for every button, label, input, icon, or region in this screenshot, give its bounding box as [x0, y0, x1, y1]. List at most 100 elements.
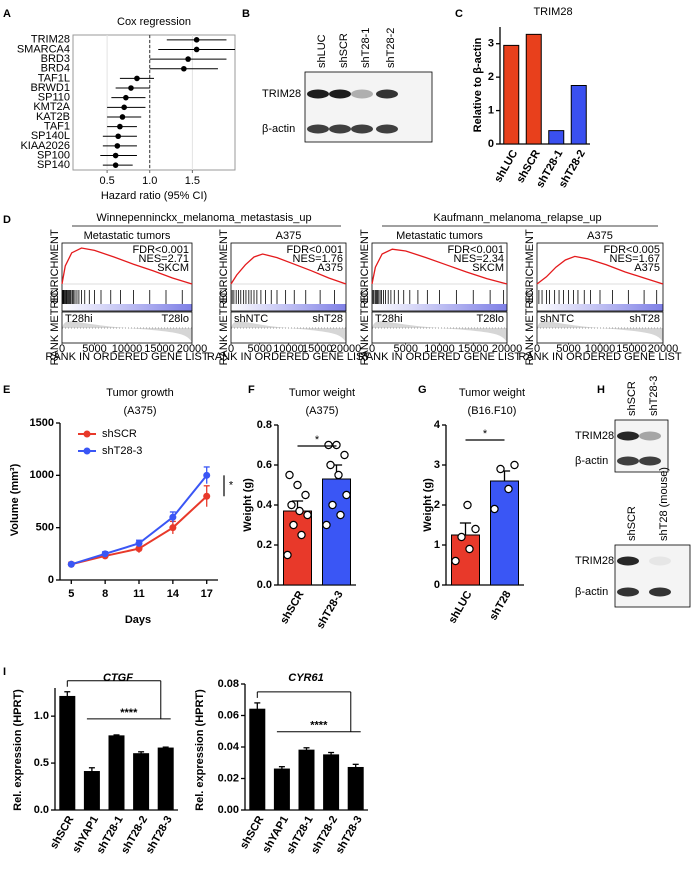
- legend-label: shT28-3: [102, 445, 142, 457]
- gradient-bar: [537, 304, 663, 311]
- series-point: [135, 545, 143, 553]
- lane-label: shSCR: [626, 506, 638, 541]
- category-label: KIAA2026: [20, 140, 70, 152]
- data-point: [285, 470, 294, 480]
- blot-band: [649, 587, 671, 597]
- panel-letter: D: [3, 214, 11, 226]
- phenotype-label: T28hi: [375, 313, 403, 325]
- x-tick-label: 5: [68, 588, 74, 600]
- y-tick-label: 3: [488, 38, 494, 50]
- statistic: SKCM: [157, 262, 189, 274]
- gradient-bar: [372, 304, 507, 311]
- y-axis-label: Weight (g): [242, 478, 254, 532]
- blot-band: [351, 124, 373, 134]
- series-point: [135, 539, 143, 547]
- panel-letter: I: [3, 666, 6, 678]
- chart-subtitle: (A375): [305, 405, 338, 417]
- statistic: FDR<0.001: [447, 244, 504, 256]
- x-tick-label: 14: [167, 588, 180, 600]
- significance-label: *: [229, 480, 234, 492]
- chart-title: CYR61: [288, 672, 323, 684]
- chart-title: Tumor weight: [459, 387, 525, 399]
- blot-band: [639, 456, 661, 466]
- x-tick-label: 0.5: [99, 175, 114, 187]
- plot-frame: [72, 34, 236, 171]
- chart-subtitle: A375: [587, 230, 613, 242]
- x-tick-label: 15000: [616, 343, 647, 355]
- blot-band: [307, 89, 329, 99]
- data-point: [334, 470, 343, 480]
- statistic: FDR<0.001: [286, 244, 343, 256]
- panel-letter: E: [3, 384, 10, 396]
- bar: [490, 480, 519, 586]
- y-tick-label: 1.0: [34, 710, 49, 722]
- panel-letter: H: [597, 384, 605, 396]
- statistic: A375: [634, 262, 660, 274]
- category-label: SMARCA4: [17, 43, 70, 55]
- x-tick-label: 11: [133, 588, 145, 600]
- x-tick-label: 10000: [112, 343, 143, 355]
- y-axis-label: ENRICHMENT: [359, 229, 371, 303]
- row-label: β-actin: [575, 586, 608, 598]
- significance-label: *: [483, 428, 488, 440]
- y-tick-label: 1500: [30, 417, 54, 429]
- phenotype-label: T28lo: [476, 313, 504, 325]
- data-point: [451, 556, 460, 566]
- x-tick-label: 15000: [144, 343, 175, 355]
- panel-letter: A: [3, 8, 11, 20]
- statistic: SKCM: [472, 262, 504, 274]
- phenotype-label: T28lo: [161, 313, 189, 325]
- category-label: TAF1L: [38, 72, 70, 84]
- lane-label: shT28-1: [360, 28, 372, 68]
- bar: [548, 130, 565, 145]
- x-axis-label: RANK IN ORDERED GENE LIST: [358, 351, 521, 363]
- series-point: [101, 550, 109, 558]
- data-point: [287, 500, 296, 510]
- lane-label: shSCR: [626, 381, 638, 416]
- blot-band: [329, 89, 351, 99]
- hazard-point: [193, 46, 200, 53]
- enrichment-curve: [371, 248, 508, 285]
- hazard-point: [181, 65, 187, 72]
- statistic: NES=1.76: [293, 253, 343, 265]
- x-tick-label: 0: [534, 343, 540, 355]
- hazard-point: [134, 75, 140, 82]
- data-point: [322, 520, 331, 530]
- enrichment-curve: [61, 247, 193, 285]
- bar: [283, 510, 312, 586]
- series-point: [169, 524, 177, 532]
- y-axis-label: Volume (mm³): [9, 463, 21, 536]
- y-tick-label: 0.02: [218, 772, 239, 784]
- blot-band: [376, 124, 398, 134]
- hazard-point: [121, 104, 127, 111]
- x-tick-label: shT28-3: [314, 589, 345, 631]
- category-label: SP140: [37, 159, 70, 171]
- blot-band: [617, 431, 639, 441]
- blot-frame: [614, 544, 691, 608]
- y-tick-label: 2: [434, 499, 440, 511]
- bar: [133, 753, 150, 811]
- blot-band: [307, 124, 329, 134]
- y-axis-label: ENRICHMENT: [218, 229, 230, 303]
- hazard-point: [112, 162, 119, 168]
- x-axis-label: Days: [125, 614, 151, 626]
- data-point: [332, 440, 341, 450]
- x-axis-label: RANK IN ORDERED GENE LIST: [45, 351, 208, 363]
- category-label: BRWD1: [30, 82, 70, 94]
- y-axis-label: RANK METRIC: [49, 290, 61, 366]
- data-point: [328, 500, 337, 510]
- row-label: β-actin: [262, 123, 295, 135]
- enrichment-frame: [371, 242, 508, 312]
- x-tick-label: 0: [59, 343, 65, 355]
- row-label: TRIM28: [575, 555, 614, 567]
- bar: [503, 44, 520, 145]
- y-tick-label: 0.0: [257, 579, 272, 591]
- legend-marker: [83, 430, 91, 438]
- series-line: [71, 495, 208, 566]
- chart-subtitle: (B16.F10): [468, 405, 517, 417]
- y-tick-label: 0: [434, 579, 440, 591]
- y-tick-label: 4: [434, 419, 441, 431]
- row-label: TRIM28: [262, 88, 301, 100]
- hazard-point: [123, 94, 129, 101]
- data-point: [465, 544, 474, 554]
